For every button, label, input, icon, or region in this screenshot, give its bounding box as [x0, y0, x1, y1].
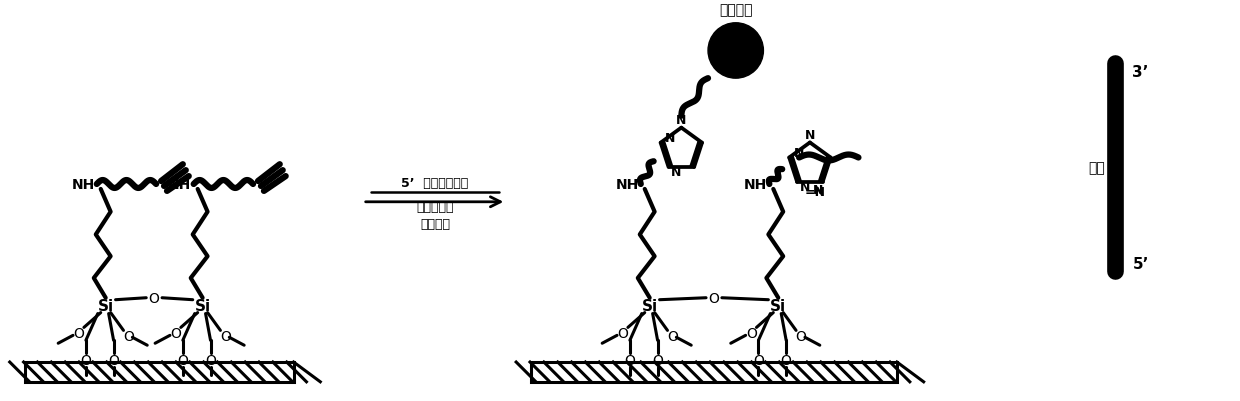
- Text: O: O: [149, 291, 160, 305]
- Text: N: N: [671, 166, 682, 179]
- Text: N: N: [812, 184, 823, 197]
- Text: N: N: [794, 147, 805, 160]
- Text: O: O: [781, 353, 791, 367]
- Text: O: O: [73, 326, 84, 340]
- Text: O: O: [796, 330, 806, 343]
- Text: Si: Si: [98, 298, 114, 313]
- Text: O: O: [746, 326, 756, 340]
- Text: O: O: [205, 353, 216, 367]
- Text: O: O: [708, 291, 719, 305]
- Text: O: O: [667, 330, 678, 343]
- Text: =N: =N: [805, 186, 826, 199]
- Text: 5’: 5’: [1132, 256, 1148, 271]
- Text: O: O: [618, 326, 629, 340]
- Text: 表面氨修饰: 表面氨修饰: [417, 201, 454, 214]
- Text: O: O: [753, 353, 764, 367]
- Text: 荧光微球: 荧光微球: [719, 3, 753, 17]
- Text: O: O: [219, 330, 231, 343]
- Text: NH: NH: [615, 178, 639, 192]
- Text: 荧光微球: 荧光微球: [420, 217, 450, 231]
- Text: O: O: [652, 353, 663, 367]
- Text: N: N: [800, 181, 810, 194]
- Text: O: O: [123, 330, 134, 343]
- Text: 引物: 引物: [1087, 161, 1105, 175]
- Text: Si: Si: [641, 298, 657, 313]
- Text: N: N: [676, 114, 687, 127]
- Text: O: O: [625, 353, 635, 367]
- Text: O: O: [177, 353, 188, 367]
- Text: 5’  端氨修饰引物: 5’ 端氨修饰引物: [402, 176, 469, 189]
- Text: O: O: [170, 326, 181, 340]
- Text: NH: NH: [169, 178, 191, 192]
- Text: O: O: [108, 353, 119, 367]
- Bar: [531, 362, 897, 382]
- Text: NH: NH: [72, 178, 94, 192]
- Text: 3’: 3’: [1132, 65, 1148, 79]
- Circle shape: [708, 24, 764, 79]
- Text: Si: Si: [770, 298, 786, 313]
- Bar: [25, 362, 294, 382]
- Text: N: N: [805, 129, 815, 142]
- Text: N: N: [666, 132, 676, 145]
- Text: O: O: [81, 353, 92, 367]
- Text: Si: Si: [195, 298, 211, 313]
- Text: NH: NH: [744, 178, 768, 192]
